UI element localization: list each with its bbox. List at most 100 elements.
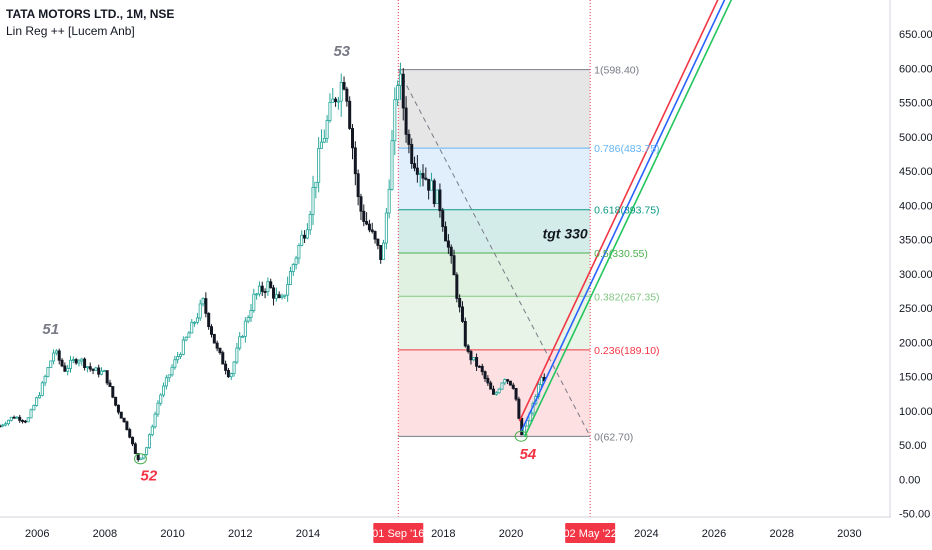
- candle-body: [435, 189, 439, 205]
- symbol-title[interactable]: TATA MOTORS LTD., 1M, NSE: [6, 7, 175, 21]
- candle-body: [511, 384, 515, 389]
- x-tick-label: 2014: [296, 528, 320, 540]
- candle-body: [373, 231, 377, 240]
- candle-body: [475, 357, 479, 367]
- candle-body: [243, 320, 247, 337]
- candle-body: [74, 359, 78, 364]
- candle-body: [317, 148, 321, 183]
- candle-body: [384, 212, 388, 244]
- date-marker-tag-label: 01 Sep '16: [372, 528, 424, 540]
- candle-body: [348, 100, 352, 129]
- candle-body: [257, 285, 261, 295]
- x-tick-label: 2024: [634, 528, 658, 540]
- candle-body: [449, 246, 453, 257]
- candle-body: [429, 180, 433, 191]
- candle-body: [224, 363, 228, 371]
- fib-level-label: 0(62.70): [594, 431, 633, 443]
- wave-54-circle: [514, 430, 528, 442]
- x-tick-label: 2010: [160, 528, 184, 540]
- candle-body: [525, 420, 529, 427]
- candle-body: [452, 255, 456, 276]
- candle-body: [500, 382, 504, 390]
- fib-level-label: 0.786(483.75): [594, 143, 659, 155]
- candle-body: [57, 350, 61, 361]
- candle-body: [345, 88, 349, 102]
- x-tick-label: 2012: [228, 528, 252, 540]
- y-tick-label: 400.00: [899, 200, 932, 212]
- candle-body: [351, 128, 355, 149]
- candle-body: [311, 187, 315, 215]
- candle-body: [305, 229, 309, 239]
- y-tick-label: 550.00: [899, 98, 932, 110]
- candle-body: [105, 370, 109, 384]
- candle-body: [204, 298, 208, 314]
- y-tick-label: 350.00: [899, 235, 932, 247]
- candle-body: [88, 366, 92, 370]
- candle-body: [190, 321, 194, 334]
- x-tick-label: 2026: [702, 528, 726, 540]
- candle-body: [21, 420, 25, 422]
- candle-body: [29, 409, 33, 419]
- candle-body: [469, 351, 473, 361]
- y-tick-label: 600.00: [899, 63, 932, 75]
- candle-body: [266, 281, 270, 292]
- x-axis-tick-labels[interactable]: 2006 2008 2010 2012 2014 2018 2020 2024 2026 2028…: [25, 528, 862, 540]
- candle-body: [181, 339, 185, 355]
- candle-body: [336, 100, 340, 103]
- candle-body: [1, 424, 5, 427]
- candle-body: [370, 229, 374, 232]
- candle-body: [365, 221, 369, 225]
- fib-zone: [398, 252, 591, 297]
- fib-diagonal-line: [397, 69, 591, 437]
- candle-body: [198, 303, 202, 319]
- date-marker-tag: [565, 523, 616, 543]
- candle-body: [424, 177, 428, 180]
- candle-body: [26, 417, 30, 423]
- wave-label: 52: [141, 468, 158, 485]
- candle-body: [303, 234, 307, 239]
- candle-body: [71, 359, 75, 361]
- x-tick-label: 2006: [25, 528, 49, 540]
- candle-body: [0, 425, 2, 428]
- candle-body: [207, 312, 211, 328]
- date-marker-lines: [397, 0, 591, 517]
- candle-body: [446, 240, 450, 248]
- fib-zone: [398, 209, 591, 253]
- candle-body: [195, 317, 199, 323]
- candle-body: [4, 423, 8, 426]
- fib-level-label: 0.236(189.10): [594, 345, 659, 357]
- candle-body: [241, 335, 245, 338]
- candle-body: [441, 210, 445, 228]
- candle-body: [35, 397, 39, 406]
- y-axis-tick-labels[interactable]: 650.00 600.00 550.00 500.00 450.00 400.00 350.…: [899, 29, 932, 520]
- fib-level-label: 0.382(267.35): [594, 291, 659, 303]
- candle-body: [37, 395, 41, 399]
- indicator-title[interactable]: Lin Reg ++ [Lucem Anb]: [6, 24, 135, 38]
- candle-body: [328, 101, 332, 121]
- candle-body: [334, 98, 338, 102]
- candle-body: [497, 388, 501, 394]
- candle-body: [410, 144, 414, 164]
- chart-legend: TATA MOTORS LTD., 1M, NSE Lin Reg ++ [Lu…: [6, 6, 174, 40]
- candlestick-series: [0, 62, 546, 462]
- candle-body: [210, 326, 214, 335]
- wave-label: 54: [520, 446, 537, 463]
- candle-body: [97, 367, 101, 375]
- candle-body: [255, 293, 259, 296]
- linear-regression-channel[interactable]: [518, 0, 737, 438]
- candle-body: [249, 310, 253, 318]
- candle-body: [483, 371, 487, 379]
- candle-body: [212, 333, 216, 344]
- candle-body: [238, 336, 242, 349]
- x-tick-label: 2018: [431, 528, 455, 540]
- x-tick-label: 2008: [93, 528, 117, 540]
- y-tick-label: 500.00: [899, 132, 932, 144]
- y-tick-label: -50.00: [899, 509, 930, 521]
- candle-body: [164, 377, 168, 387]
- candle-body: [114, 396, 118, 406]
- fib-zone: [398, 296, 591, 350]
- candle-body: [100, 370, 104, 375]
- candle-body: [463, 320, 467, 347]
- candle-body: [218, 347, 222, 354]
